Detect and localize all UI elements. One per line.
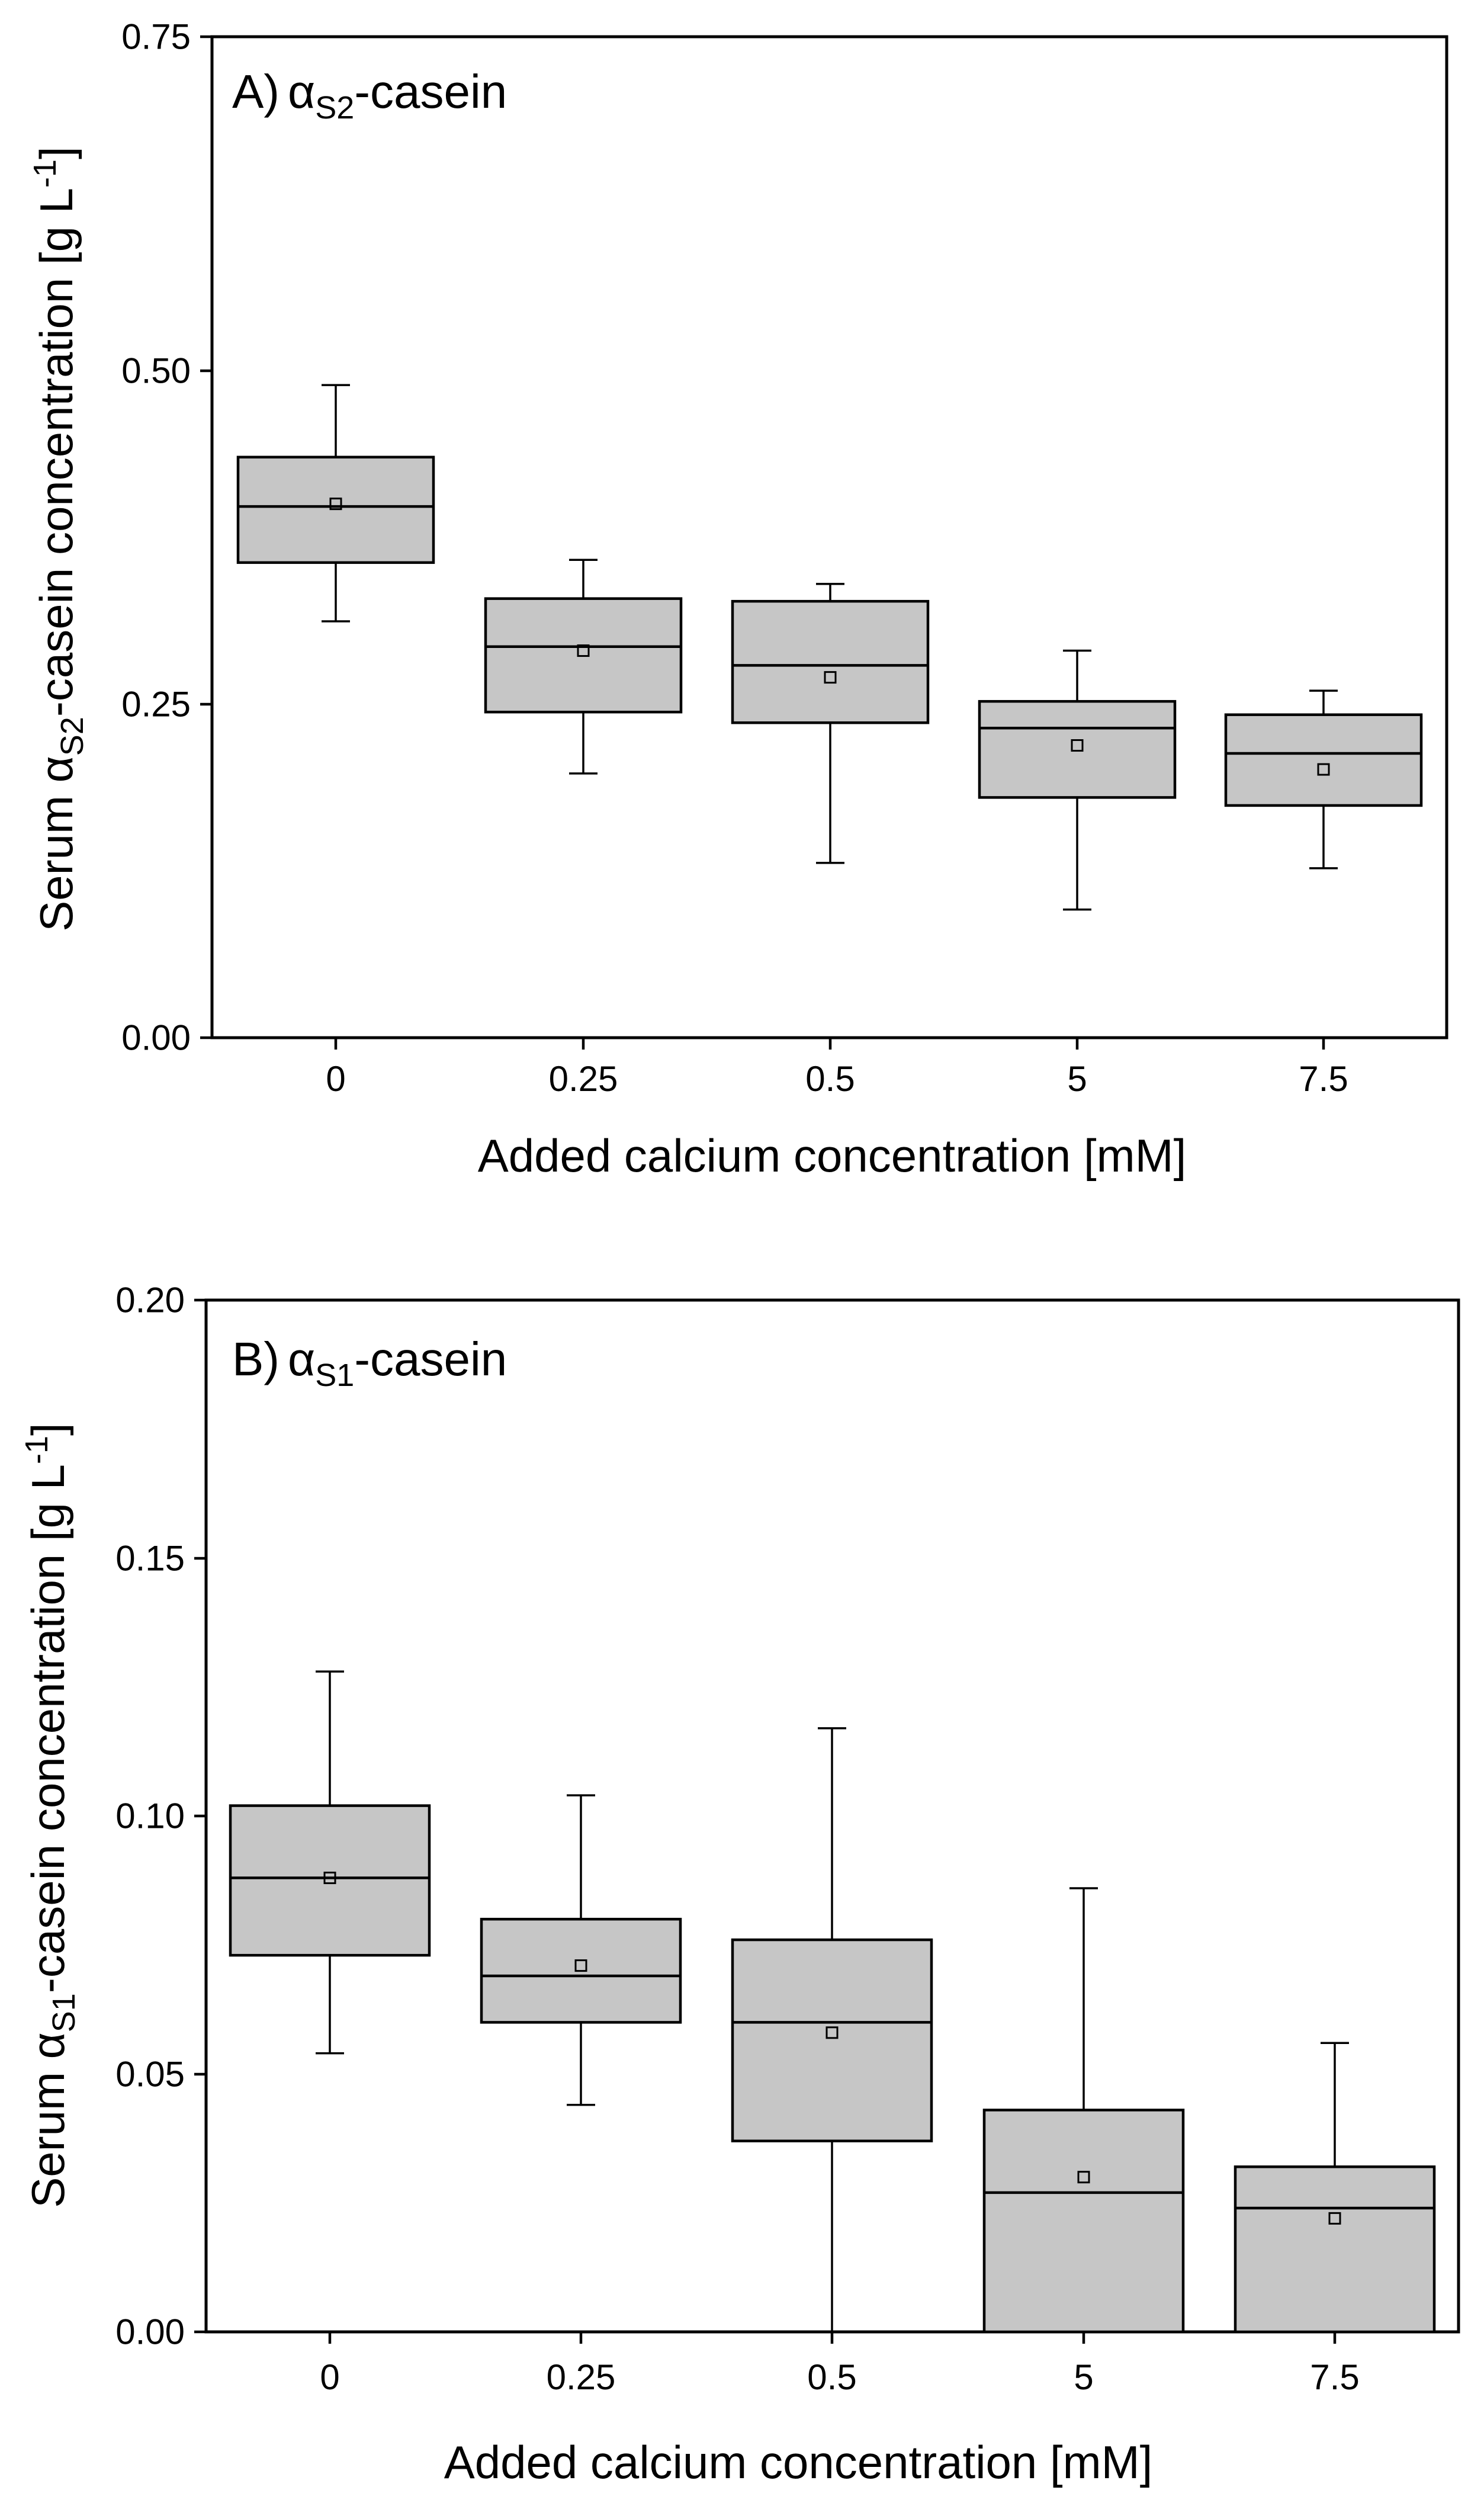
mean-marker-b-3 [1077, 2171, 1090, 2184]
panel-suffix-b: -casein [354, 1333, 507, 1385]
y-title-suffix-a: -casein concentration [g L [30, 188, 82, 717]
panel-a: 0.00 0.25 0.50 0.75 0 0.25 0.5 5 7.5 [27, 17, 1448, 1182]
boxes-b [229, 1670, 1436, 2334]
panel-greek-b: α [288, 1333, 315, 1385]
boxes-a [236, 384, 1423, 911]
y-title-prefix-b: Serum [22, 2059, 74, 2207]
box-b-2 [731, 1727, 933, 2333]
y-axis-b: 0.00 0.05 0.10 0.15 0.20 [115, 1281, 206, 2352]
iqr-box-b-3 [982, 2109, 1185, 2334]
panel-suffix-a: -casein [354, 65, 507, 118]
y-title-prefix-a: Serum [30, 782, 82, 931]
x-tick-label-b-0: 0 [320, 2357, 339, 2397]
x-tick-label-b-2: 0.5 [807, 2357, 856, 2397]
mean-marker-a-3 [1071, 739, 1084, 752]
x-tick-label-a-2: 0.5 [805, 1059, 855, 1099]
box-b-4 [1234, 2042, 1436, 2334]
panel-subscript-a: S2 [315, 90, 354, 126]
mean-marker-a-2 [824, 671, 837, 684]
panel-b: 0.00 0.05 0.10 0.15 0.20 0 0.25 0.5 5 7.… [19, 1281, 1460, 2488]
box-a-3 [978, 649, 1177, 911]
y-title-end-a: ] [30, 146, 82, 159]
mean-marker-a-1 [577, 644, 590, 657]
y-title-sup-a: -1 [27, 159, 63, 188]
x-tick-label-b-1: 0.25 [547, 2357, 616, 2397]
x-tick-label-a-4: 7.5 [1299, 1059, 1348, 1099]
box-a-0 [236, 384, 435, 623]
y-tick-label-b-2: 0.10 [115, 1796, 185, 1836]
panel-letter-b: B) [232, 1333, 280, 1385]
panel-label-b: B) αS1-casein [232, 1333, 507, 1393]
box-b-3 [982, 1887, 1185, 2334]
y-tick-label-a-3: 0.75 [121, 17, 191, 57]
y-tick-label-a-1: 0.25 [121, 685, 191, 724]
y-tick-label-a-0: 0.00 [121, 1018, 191, 1058]
y-axis-a: 0.00 0.25 0.50 0.75 [121, 17, 212, 1058]
y-title-sup-b: -1 [19, 1436, 54, 1464]
box-b-0 [229, 1670, 431, 2055]
y-axis-title-a: Serum αS2-casein concentration [g L-1] [27, 146, 90, 931]
iqr-box-b-4 [1234, 2165, 1436, 2334]
y-tick-label-a-2: 0.50 [121, 351, 191, 391]
y-axis-title-b: Serum αS1-casein concentration [g L-1] [19, 1423, 82, 2207]
y-title-subscript-b: S1 [46, 1993, 82, 2032]
panel-greek-a: α [288, 65, 315, 118]
mean-marker-b-4 [1328, 2212, 1341, 2225]
y-tick-label-b-4: 0.20 [115, 1281, 185, 1320]
y-tick-label-b-1: 0.05 [115, 2055, 185, 2094]
x-axis-title-b: Added calcium concentration [mM] [444, 2436, 1153, 2488]
box-a-4 [1224, 689, 1423, 869]
mean-marker-b-0 [323, 1872, 336, 1885]
panel-label-a: A) αS2-casein [232, 65, 507, 126]
iqr-box-a-2 [731, 599, 930, 724]
box-a-2 [731, 583, 930, 864]
x-tick-label-a-1: 0.25 [549, 1059, 618, 1099]
mean-marker-b-2 [825, 2026, 839, 2039]
x-axis-b: 0 0.25 0.5 5 7.5 [320, 2332, 1360, 2397]
box-a-1 [484, 559, 683, 775]
iqr-box-b-0 [229, 1804, 431, 1957]
y-title-greek-a: α [30, 756, 82, 782]
y-title-greek-b: α [22, 2032, 74, 2059]
box-b-1 [480, 1794, 682, 2106]
x-axis-a: 0 0.25 0.5 5 7.5 [326, 1038, 1348, 1099]
iqr-box-a-4 [1224, 713, 1423, 807]
y-tick-label-b-0: 0.00 [115, 2312, 185, 2352]
mean-marker-a-0 [329, 498, 342, 511]
y-title-end-b: ] [22, 1423, 74, 1436]
x-tick-label-b-3: 5 [1074, 2357, 1093, 2397]
panel-subscript-b: S1 [315, 1358, 354, 1393]
iqr-box-a-3 [978, 700, 1177, 799]
x-tick-label-b-4: 7.5 [1310, 2357, 1359, 2397]
y-tick-label-b-3: 0.15 [115, 1539, 185, 1578]
x-tick-label-a-0: 0 [326, 1059, 345, 1099]
mean-marker-b-1 [574, 1959, 587, 1972]
x-tick-label-a-3: 5 [1067, 1059, 1087, 1099]
y-title-suffix-b: -casein concentration [g L [22, 1464, 74, 1993]
mean-marker-a-4 [1317, 763, 1330, 776]
x-axis-title-a: Added calcium concentration [mM] [478, 1130, 1187, 1182]
y-title-subscript-a: S2 [54, 717, 90, 756]
iqr-box-b-2 [731, 1938, 933, 2142]
panel-letter-a: A) [232, 65, 280, 118]
